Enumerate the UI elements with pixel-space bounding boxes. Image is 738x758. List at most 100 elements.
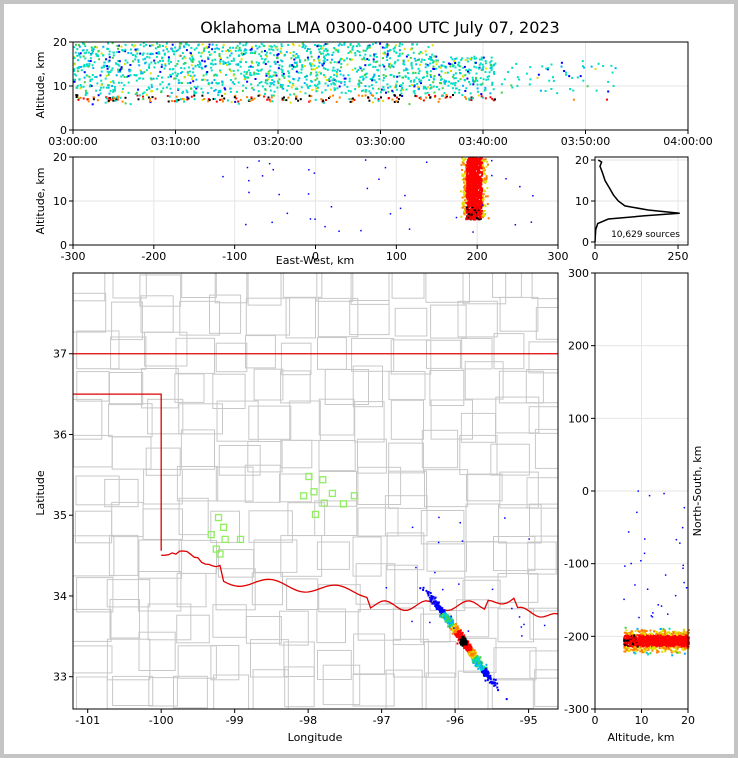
vhf-source-cell (290, 86, 293, 89)
vhf-source-cell (491, 97, 494, 100)
vhf-source-cell (419, 587, 422, 590)
vhf-source-cell (165, 42, 168, 45)
vhf-source-cell (384, 75, 387, 78)
vhf-source-cell (110, 81, 112, 83)
vhf-source-cell (258, 82, 261, 84)
vhf-source-cell (111, 67, 114, 70)
vhf-source-cell (240, 72, 243, 75)
vhf-source-cell (451, 58, 454, 61)
vhf-source-cell (462, 204, 465, 207)
county-boundary (318, 471, 358, 507)
vhf-source-cell (173, 77, 176, 80)
vhf-source-cell (478, 183, 481, 186)
vhf-source-cell (485, 165, 488, 168)
vhf-source-cell (92, 67, 95, 70)
vhf-source-cell (552, 76, 554, 79)
county-boundary (465, 503, 500, 543)
vhf-source-cell (482, 198, 485, 201)
vhf-source-cell (180, 67, 183, 69)
vhf-source-cell (203, 98, 206, 100)
vhf-source-cell (100, 86, 102, 89)
vhf-source-cell (474, 215, 476, 218)
vhf-source-cell (461, 631, 464, 634)
county-boundary (491, 678, 534, 709)
vhf-source-cell (234, 100, 237, 103)
vhf-source-cell (381, 46, 384, 49)
vhf-source-cell (331, 58, 333, 61)
vhf-source-cell (462, 190, 465, 193)
vhf-source-cell (461, 540, 464, 542)
vhf-source-cell (136, 52, 139, 55)
vhf-source-cell (327, 79, 330, 82)
vhf-source-cell (481, 189, 484, 192)
vhf-source-cell (269, 89, 272, 92)
vhf-source-cell (358, 85, 361, 88)
vhf-source-cell (306, 50, 308, 52)
vhf-source-cell (120, 75, 123, 78)
vhf-source-cell (276, 80, 279, 83)
vhf-source-cell (372, 94, 375, 97)
vhf-source-cell (197, 51, 200, 54)
vhf-source-cell (100, 66, 103, 69)
vhf-source-cell (482, 671, 485, 673)
county-boundary (316, 273, 354, 302)
vhf-source-cell (465, 187, 468, 190)
county-boundary (283, 641, 315, 677)
vhf-source-cell (358, 66, 361, 69)
vhf-source-cell (164, 64, 167, 67)
county-boundary (424, 469, 469, 508)
vhf-source-cell (340, 57, 342, 60)
vhf-source-cell (480, 56, 483, 59)
vhf-source-cell (474, 652, 477, 655)
vhf-source-cell (328, 77, 331, 80)
county-boundary (245, 335, 276, 369)
vhf-source-cell (466, 218, 469, 221)
vhf-source-cell (434, 600, 437, 603)
vhf-source-cell (85, 64, 88, 67)
vhf-source-cell (324, 57, 326, 60)
county-boundary (352, 536, 382, 577)
vhf-source-cell (461, 94, 464, 97)
vhf-source-cell (649, 643, 652, 646)
vhf-source-cell (477, 657, 480, 660)
vhf-source-cell (444, 66, 447, 68)
vhf-source-cell (433, 597, 436, 600)
vhf-source-cell (410, 64, 413, 67)
vhf-source-cell (469, 176, 472, 179)
vhf-source-cell (118, 81, 120, 84)
vhf-source-cell (432, 85, 435, 88)
vhf-source-cell (277, 67, 280, 70)
vhf-source-cell (488, 75, 490, 78)
vhf-source-cell (311, 88, 314, 91)
vhf-source-cell (490, 67, 493, 70)
vhf-source-cell (475, 208, 478, 211)
vhf-source-cell (386, 59, 389, 62)
vhf-source-cell (465, 207, 468, 210)
vhf-source-cell (105, 58, 108, 61)
vhf-source-cell (433, 55, 436, 58)
vhf-source-cell (579, 75, 582, 78)
vhf-source-cell (445, 613, 448, 616)
vhf-source-cell (210, 82, 213, 85)
vhf-source-cell (271, 100, 274, 103)
vhf-source-cell (156, 88, 159, 91)
vhf-source-cell (466, 60, 469, 63)
vhf-source-cell (73, 63, 76, 66)
vhf-source-cell (465, 643, 468, 646)
vhf-source-cell (280, 43, 283, 46)
vhf-source-cell (441, 611, 444, 614)
vhf-source-cell (382, 57, 384, 60)
vhf-source-cell (397, 98, 400, 101)
county-boundary (497, 608, 534, 643)
vhf-source-cell (411, 67, 414, 70)
vhf-source-cell (308, 169, 310, 171)
vhf-source-cell (467, 216, 470, 219)
vhf-source-cell (417, 72, 420, 75)
vhf-source-cell (466, 649, 469, 652)
vhf-source-cell (461, 641, 464, 643)
vhf-source-cell (481, 173, 484, 176)
vhf-source-cell (463, 65, 466, 68)
vhf-source-cell (438, 610, 441, 613)
vhf-source-cell (448, 621, 451, 624)
county-boundary (279, 610, 309, 646)
